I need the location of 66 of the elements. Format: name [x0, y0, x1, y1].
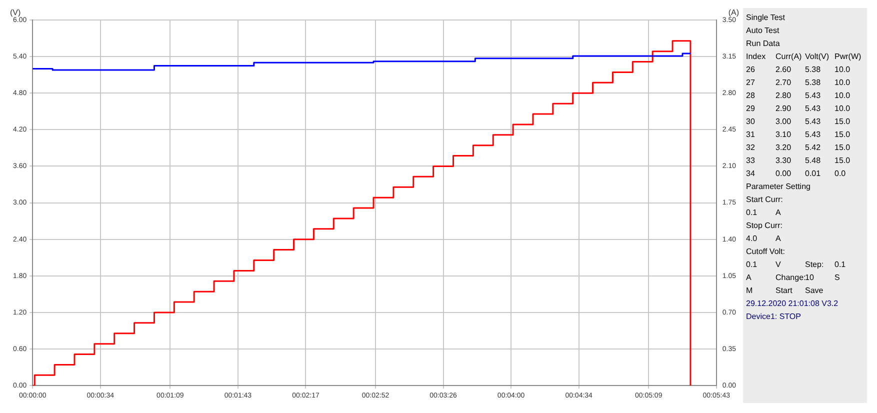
text: 30 [746, 116, 756, 128]
text: Run Data [746, 38, 781, 50]
text: 29.12.2020 21:01:08 V3.2 [746, 298, 840, 310]
text: 28 [746, 90, 756, 102]
text: 5.43 [805, 90, 822, 102]
text: 3.20 [776, 142, 792, 154]
text: 15.0 [834, 129, 852, 141]
text: 0.1 [834, 259, 847, 271]
text: Step: [805, 259, 825, 271]
text: 15.0 [834, 155, 852, 167]
text: Index [746, 51, 767, 63]
text: 5.43 [805, 103, 822, 115]
text: 10.0 [834, 90, 852, 102]
text: S [834, 272, 841, 284]
text: 15.0 [834, 142, 852, 154]
text: Device1: STOP [746, 311, 802, 323]
text: 2.70 [776, 77, 792, 89]
text: 10 [805, 272, 815, 284]
text: 0.1 [746, 259, 758, 271]
text: 5.43 [805, 116, 822, 128]
text: 31 [746, 129, 756, 141]
text: Cutoff Volt: [746, 246, 786, 258]
text: A [776, 207, 782, 219]
text: 5.48 [805, 155, 822, 167]
text: 5.43 [805, 129, 822, 141]
text: 2.90 [776, 103, 792, 115]
text: 10.0 [834, 77, 852, 89]
text: 10.0 [834, 64, 852, 76]
y-axis-title: (V) [10, 8, 21, 18]
text: Start Curr: [746, 194, 784, 206]
text: Stop Curr: [746, 220, 784, 232]
text: 3.10 [776, 129, 792, 141]
text: 2.60 [776, 64, 792, 76]
text: 5.42 [805, 142, 822, 154]
text: A [776, 233, 782, 245]
text: A [746, 272, 752, 284]
text: V [776, 259, 782, 271]
text: M [746, 285, 754, 297]
text: 3.30 [776, 155, 792, 167]
text: 5.38 [805, 77, 822, 89]
text: 27 [746, 77, 756, 89]
text: 32 [746, 142, 756, 154]
y2-axis-title: (A) [728, 8, 740, 18]
text: 29 [746, 103, 756, 115]
text: 34 [746, 168, 756, 180]
text: Volt(V) [805, 51, 830, 63]
text: Start [776, 285, 794, 297]
text: 15.0 [834, 116, 852, 128]
text: Parameter Setting [746, 181, 812, 193]
text: 4.0 [746, 233, 758, 245]
text: Single Test [746, 12, 786, 24]
text: 3.00 [776, 116, 792, 128]
text: 26 [746, 64, 756, 76]
text: 0.0 [834, 168, 847, 180]
text: 2.80 [776, 90, 792, 102]
text: 10.0 [834, 103, 852, 115]
text: Auto Test [746, 25, 780, 37]
text: 0.01 [805, 168, 822, 180]
text: Curr(A) [776, 51, 803, 63]
text: 0.1 [746, 207, 758, 219]
text: Pwr(W) [834, 51, 862, 63]
text: 5.38 [805, 64, 822, 76]
text: 33 [746, 155, 756, 167]
text: Change: [776, 272, 806, 284]
text: 0.00 [776, 168, 792, 180]
text: Save [805, 285, 824, 297]
